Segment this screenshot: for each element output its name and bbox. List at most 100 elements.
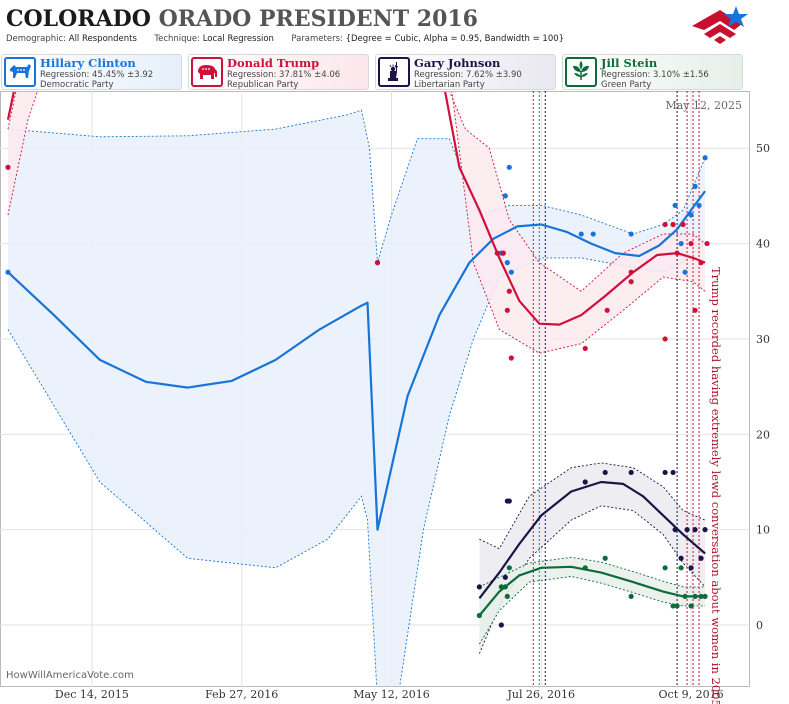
donald-trump-poll-point (500, 250, 506, 256)
poll-regression-chart: 0 10 20 30 40 50 Dec 14, 2015 Feb 27, 2016 May 1… (0, 91, 770, 704)
jill-stein-poll-point (506, 565, 512, 571)
candidate-card-johnson[interactable]: Gary Johnson Regression: 7.62% ±3.90 Lib… (375, 54, 556, 90)
jill-stein-poll-point (476, 612, 482, 619)
hillary-clinton-poll-point (678, 240, 684, 247)
donald-trump-poll-point (662, 336, 668, 342)
candidate-party: Republican Party (227, 80, 299, 90)
jill-stein-poll-point (582, 565, 588, 571)
jill-stein-poll-point (682, 593, 688, 600)
hillary-clinton-poll-point (702, 155, 708, 161)
candidate-regression: Regression: 3.10% ±1.56 (601, 70, 709, 80)
hillary-clinton-poll-point (578, 231, 584, 237)
jill-stein-poll-point (602, 555, 608, 561)
donald-trump-poll-point (494, 250, 500, 256)
donald-trump-poll-point (688, 240, 694, 247)
jill-stein-poll-point (498, 584, 504, 590)
hillary-clinton-regression-line (7, 190, 706, 531)
x-tick-label: Jul 26, 2016 (507, 688, 576, 701)
y-tick-label: 10 (756, 524, 770, 537)
poll-points (5, 155, 710, 628)
confidence-bands (7, 92, 706, 686)
axis-labels: 0 10 20 30 40 50 Dec 14, 2015 Feb 27, 2016 May 1… (55, 142, 770, 701)
donald-trump-poll-point (674, 250, 680, 256)
gary-johnson-poll-point (670, 469, 676, 476)
donald-trump-poll-point (698, 260, 704, 266)
date-label: May 12, 2025 (665, 99, 742, 112)
hillary-clinton-poll-point (506, 164, 512, 170)
x-tick-label: May 12, 2016 (353, 688, 430, 701)
gary-johnson-upper-bound (479, 462, 706, 550)
jill-stein-upper-bound (479, 556, 706, 588)
gary-johnson-poll-point (502, 574, 508, 580)
hillary-clinton-poll-point (590, 231, 596, 237)
donald-trump-poll-point (692, 307, 698, 313)
jill-stein-poll-point (662, 565, 668, 571)
jill-stein-poll-point (688, 603, 694, 609)
donald-trump-poll-point (704, 240, 710, 247)
jill-stein-poll-point (670, 603, 676, 609)
flag-star-logo-icon (692, 6, 748, 44)
gary-johnson-lower-bound (478, 505, 706, 654)
gary-johnson-poll-point (684, 527, 690, 533)
gary-johnson-poll-point (662, 469, 668, 476)
donald-trump-poll-point (662, 221, 668, 228)
donald-trump-regression-line (6, 92, 706, 326)
jill-stein-confidence-band (479, 557, 706, 645)
jill-stein-poll-point (698, 593, 704, 600)
candidate-party: Libertarian Party (414, 80, 485, 90)
elephant-icon (191, 57, 223, 87)
regression-lines (6, 92, 706, 617)
donald-trump-confidence-band (8, 92, 706, 354)
candidate-party: Democratic Party (40, 80, 114, 90)
candidate-party: Green Party (601, 80, 652, 90)
candidate-name: Donald Trump (227, 56, 320, 70)
hillary-clinton-lower-bound (7, 243, 706, 686)
gary-johnson-poll-point (602, 469, 608, 476)
candidate-regression: Regression: 37.81% ±4.06 (227, 70, 341, 80)
hillary-clinton-poll-point (692, 183, 698, 189)
gary-johnson-poll-point (672, 527, 678, 533)
jill-stein-poll-point (678, 565, 684, 571)
leaf-icon (565, 57, 597, 87)
hillary-clinton-poll-point (502, 193, 508, 199)
gary-johnson-poll-point (692, 527, 698, 533)
x-tick-label: Oct 9, 2016 (659, 688, 724, 701)
jill-stein-poll-point (692, 593, 698, 600)
jill-stein-poll-point (674, 603, 680, 609)
y-tick-label: 0 (756, 619, 763, 632)
technique-label: Technique: (154, 34, 201, 44)
candidate-name: Jill Stein (601, 56, 658, 70)
event-annotation: Trump recorded having extremely lewd con… (709, 267, 723, 704)
gary-johnson-poll-point (582, 479, 588, 485)
donald-trump-poll-point (506, 288, 512, 294)
y-tick-label: 40 (756, 238, 770, 251)
parameter-line: Demographic: All Respondents Technique: … (6, 34, 564, 44)
candidate-card-clinton[interactable]: Hillary Clinton Regression: 45.45% ±3.92… (1, 54, 182, 90)
candidate-name: Gary Johnson (414, 56, 501, 70)
technique-value: Local Regression (202, 34, 274, 44)
gary-johnson-confidence-band (479, 462, 706, 654)
event-lines (532, 91, 700, 687)
hillary-clinton-poll-point (682, 269, 688, 275)
candidate-card-stein[interactable]: Jill Stein Regression: 3.10% ±1.56 Green… (562, 54, 743, 90)
donald-trump-poll-point (582, 345, 588, 352)
candidate-regression: Regression: 7.62% ±3.90 (414, 70, 522, 80)
y-tick-label: 50 (756, 142, 770, 155)
gary-johnson-poll-point (678, 555, 684, 561)
jill-stein-lower-bound (479, 575, 706, 645)
donald-trump-poll-point (680, 221, 686, 228)
hillary-clinton-poll-point (672, 202, 678, 209)
donkey-icon (4, 57, 36, 87)
title-race: ORADO PRESIDENT 2016 (158, 6, 478, 32)
candidate-name: Hillary Clinton (40, 56, 136, 70)
candidate-card-trump[interactable]: Donald Trump Regression: 37.81% ±4.06 Re… (188, 54, 369, 90)
hillary-clinton-poll-point (628, 231, 634, 237)
gary-johnson-poll-point (702, 527, 708, 533)
candidate-regression: Regression: 45.45% ±3.92 (40, 70, 154, 80)
gary-johnson-poll-point (476, 584, 482, 590)
demographic-value: All Respondents (68, 34, 137, 44)
x-tick-label: Dec 14, 2015 (55, 688, 129, 701)
jill-stein-poll-point (504, 593, 510, 600)
hillary-clinton-poll-point (688, 212, 694, 218)
